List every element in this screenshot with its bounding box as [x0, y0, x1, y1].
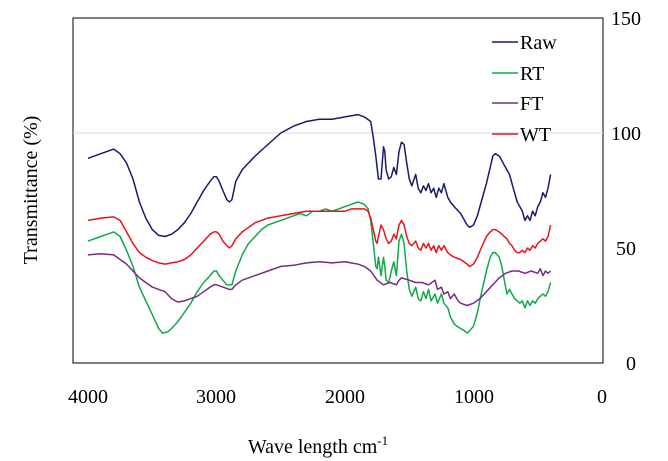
x-axis-title-main: Wave length cm	[248, 436, 378, 458]
x-tick-label: 2000	[325, 386, 365, 408]
y-tick-label: 100	[611, 123, 641, 145]
x-axis-title-superscript: -1	[377, 433, 388, 448]
y-tick-label: 0	[626, 353, 636, 375]
series-line-ft	[87, 253, 552, 307]
legend-label-ft: FT	[520, 93, 543, 115]
x-tick-label: 4000	[68, 386, 108, 408]
series-line-wt	[87, 208, 552, 268]
y-tick-labels: 0 50 100 150	[611, 8, 641, 375]
y-axis-title: Transmittance (%)	[20, 116, 42, 265]
legend-label-wt: WT	[520, 124, 551, 146]
series-line-rt	[87, 201, 552, 334]
legend-label-raw: Raw	[520, 32, 557, 54]
legend: Raw RT FT WT	[492, 32, 557, 146]
y-tick-label: 50	[616, 238, 636, 260]
y-tick-label: 150	[611, 8, 641, 30]
x-tick-label: 1000	[454, 386, 494, 408]
x-tick-label: 0	[597, 386, 607, 408]
x-axis-title: Wave length cm-1	[248, 433, 388, 458]
series-line-raw	[87, 113, 552, 238]
x-tick-labels: 4000 3000 2000 1000 0	[68, 386, 607, 408]
x-tick-label: 3000	[196, 386, 236, 408]
series-layer	[87, 113, 552, 334]
legend-label-rt: RT	[520, 63, 544, 85]
